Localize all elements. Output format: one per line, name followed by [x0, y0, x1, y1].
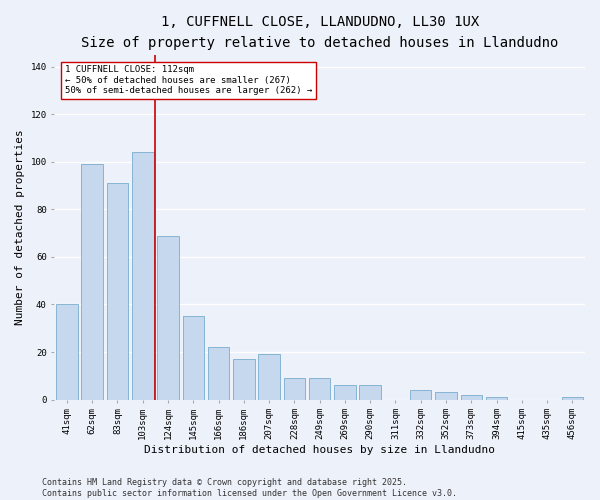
Bar — [334, 386, 356, 400]
Bar — [284, 378, 305, 400]
Bar — [435, 392, 457, 400]
Bar — [359, 386, 381, 400]
Bar — [309, 378, 331, 400]
Bar — [182, 316, 204, 400]
Bar — [233, 359, 254, 400]
Bar — [82, 164, 103, 400]
Bar — [56, 304, 77, 400]
Y-axis label: Number of detached properties: Number of detached properties — [15, 130, 25, 325]
Bar — [486, 397, 507, 400]
Bar — [410, 390, 431, 400]
Bar — [157, 236, 179, 400]
Text: Contains HM Land Registry data © Crown copyright and database right 2025.
Contai: Contains HM Land Registry data © Crown c… — [42, 478, 457, 498]
Title: 1, CUFFNELL CLOSE, LLANDUDNO, LL30 1UX
Size of property relative to detached hou: 1, CUFFNELL CLOSE, LLANDUDNO, LL30 1UX S… — [81, 15, 559, 50]
Bar — [208, 348, 229, 400]
Bar — [461, 395, 482, 400]
Bar — [259, 354, 280, 400]
Bar — [107, 184, 128, 400]
Bar — [562, 397, 583, 400]
Bar — [132, 152, 154, 400]
X-axis label: Distribution of detached houses by size in Llandudno: Distribution of detached houses by size … — [144, 445, 495, 455]
Text: 1 CUFFNELL CLOSE: 112sqm
← 50% of detached houses are smaller (267)
50% of semi-: 1 CUFFNELL CLOSE: 112sqm ← 50% of detach… — [65, 66, 312, 95]
